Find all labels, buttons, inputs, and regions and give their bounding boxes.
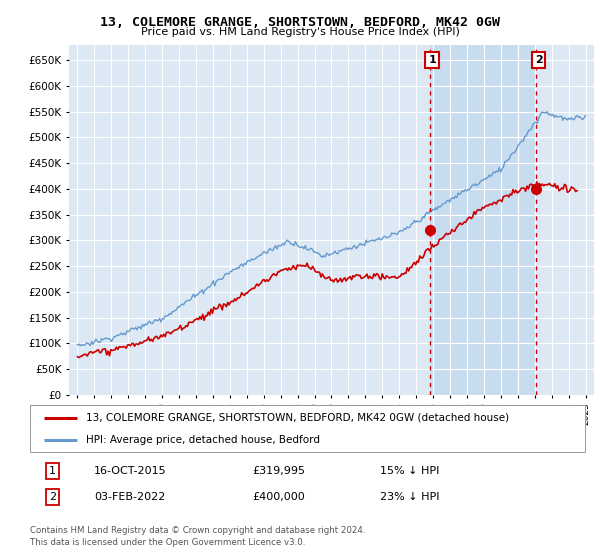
Text: 13, COLEMORE GRANGE, SHORTSTOWN, BEDFORD, MK42 0GW (detached house): 13, COLEMORE GRANGE, SHORTSTOWN, BEDFORD… [86, 413, 509, 423]
Text: 15% ↓ HPI: 15% ↓ HPI [380, 466, 439, 476]
Text: £400,000: £400,000 [252, 492, 305, 502]
Text: 2: 2 [49, 492, 56, 502]
Text: 23% ↓ HPI: 23% ↓ HPI [380, 492, 439, 502]
Bar [430, 45, 536, 395]
Text: 16-OCT-2015: 16-OCT-2015 [94, 466, 166, 476]
Text: Contains HM Land Registry data © Crown copyright and database right 2024.: Contains HM Land Registry data © Crown c… [30, 526, 365, 535]
Text: 2: 2 [535, 55, 542, 66]
Text: 1: 1 [428, 55, 436, 66]
Text: Price paid vs. HM Land Registry's House Price Index (HPI): Price paid vs. HM Land Registry's House … [140, 27, 460, 37]
Text: £319,995: £319,995 [252, 466, 305, 476]
Text: 1: 1 [49, 466, 56, 476]
Text: HPI: Average price, detached house, Bedford: HPI: Average price, detached house, Bedf… [86, 435, 320, 445]
Text: This data is licensed under the Open Government Licence v3.0.: This data is licensed under the Open Gov… [30, 538, 305, 547]
Text: 03-FEB-2022: 03-FEB-2022 [94, 492, 165, 502]
Text: 13, COLEMORE GRANGE, SHORTSTOWN, BEDFORD, MK42 0GW: 13, COLEMORE GRANGE, SHORTSTOWN, BEDFORD… [100, 16, 500, 29]
